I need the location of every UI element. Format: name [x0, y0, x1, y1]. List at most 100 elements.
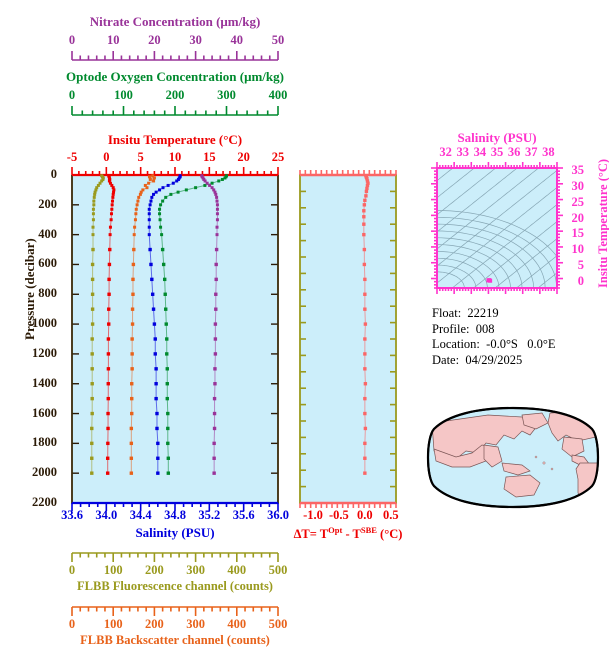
axis-tick-label: 15: [203, 150, 216, 164]
backscatter-axis-group: 0 100 200 300 400 500 FLBB Backscatter channe…: [0, 606, 609, 652]
pressure-tick-label: 400: [38, 226, 57, 241]
ts-temperature-tick-label: 30: [571, 178, 585, 193]
globe-outline: [426, 406, 600, 509]
pressure-tick-label: 600: [38, 256, 57, 271]
metadata-block: Float: 22219 Profile: 008 Location: -0.0…: [432, 306, 556, 368]
pressure-tick-label: 1400: [32, 375, 57, 390]
axis-tick-label: 33.6: [61, 508, 83, 522]
axis-tick-label: 200: [145, 617, 164, 631]
location-line: Location: -0.0°S 0.0°E: [432, 337, 556, 351]
date-line: Date: 04/29/2025: [432, 352, 523, 367]
nitrate-tick-labels: 0 10 20 30 40 50: [0, 33, 609, 48]
axis-tick-label: 40: [230, 33, 244, 47]
axis-tick-label: -5: [66, 150, 78, 164]
temperature-axis-group: Insitu Temperature (°C) -5 0 5 10 15 20 25: [0, 132, 609, 176]
delta-t-tick-labels: -1.0 -0.5 0.0 0.5: [0, 508, 609, 524]
axis-tick-label: 400: [268, 88, 288, 102]
nitrate-axis-label: Nitrate Concentration (μm/kg): [89, 14, 261, 29]
pressure-tick-label: 1800: [32, 435, 57, 450]
axis-tick-label: 500: [268, 617, 288, 631]
axis-tick-label: 400: [227, 617, 247, 631]
ts-salinity-tick-label: 33: [456, 145, 469, 159]
axis-tick-label: 200: [165, 88, 185, 102]
ts-salinity-tick-label: 38: [542, 145, 555, 159]
pressure-tick-label: 2200: [32, 495, 57, 509]
axis-tick-label: 34.8: [164, 508, 186, 522]
axis-tick-label: 34.0: [95, 508, 118, 522]
pressure-tick-labels: 0 200 400 600 800 1000 1200 1400 1600 1800 2000 220…: [0, 0, 70, 663]
axis-tick-label: 200: [145, 563, 164, 577]
axis-tick-label: 0: [68, 33, 76, 47]
backscatter-axis-ruler: [71, 606, 279, 616]
axis-tick-label: 300: [186, 617, 205, 631]
axis-tick-label: 30: [189, 33, 202, 47]
axis-tick-label: 0: [68, 563, 76, 577]
ts-salinity-tick-label: 36: [507, 145, 521, 159]
axis-tick-label: 10: [168, 150, 182, 164]
axis-tick-label: 500: [268, 563, 288, 577]
axis-tick-label: 25: [271, 150, 285, 164]
salinity-tick-labels: 33.6 34.0 34.4 34.8 35.2 35.6 36.0: [0, 508, 609, 524]
ts-salinity-tick-label: 37: [525, 145, 538, 159]
delta-t-label-pre: ΔT= T: [293, 527, 329, 542]
delta-t-tick-label: -1.0: [303, 508, 323, 522]
pressure-tick-label: 1000: [32, 316, 57, 331]
ts-temperature-axis-label: Insitu Temperature (°C): [596, 158, 609, 288]
axis-tick-label: 0: [103, 150, 110, 164]
world-map[interactable]: [426, 405, 601, 510]
delta-t-label-post: (°C): [376, 527, 403, 542]
ts-temperature-tick-label: 0: [577, 273, 584, 288]
ts-temperature-tick-label: 15: [571, 226, 585, 241]
pressure-tick-label: 1200: [32, 345, 57, 360]
axis-tick-label: 300: [186, 563, 205, 577]
profile-line: Profile: 008: [432, 321, 495, 336]
delta-t-tick-label: 0.5: [382, 508, 399, 522]
axis-tick-label: 100: [103, 617, 123, 631]
oxygen-axis-label: Optode Oxygen Concentration (μm/kg): [66, 69, 284, 84]
ts-salinity-tick-label: 34: [473, 145, 487, 159]
ts-temperature-tick-label: 5: [577, 257, 584, 272]
ts-salinity-axis-label: Salinity (PSU): [457, 130, 537, 145]
oxygen-tick-labels: 0 100 200 300 400: [0, 88, 609, 103]
delta-t-tick-label: -0.5: [329, 508, 349, 522]
fluorescence-axis-ruler: [71, 552, 279, 562]
ts-temperature-tick-label: 35: [571, 163, 585, 178]
backscatter-axis-label: FLBB Backscatter channel (counts): [80, 633, 270, 647]
axis-tick-label: 300: [217, 88, 236, 102]
axis-tick-label: 50: [271, 33, 285, 47]
delta-t-label-mid: - T: [342, 527, 361, 542]
axis-tick-label: 0: [68, 617, 76, 631]
axis-tick-label: 5: [137, 150, 144, 164]
delta-t-label-sup-sbe: SBE: [360, 525, 377, 535]
temperature-axis-label: Insitu Temperature (°C): [107, 132, 243, 147]
delta-t-axis-label: ΔT= TOpt - TSBE (°C): [294, 525, 403, 542]
fluorescence-axis-group: 0 100 200 300 400 500 FLBB Fluorescence chann…: [0, 552, 609, 598]
delta-t-tick-label: 0.0: [357, 508, 373, 522]
axis-tick-label: 0: [68, 88, 76, 102]
oxygen-axis-ruler: [71, 106, 279, 116]
axis-tick-label: 34.4: [129, 508, 152, 522]
pressure-tick-label: 800: [38, 286, 57, 301]
axis-tick-label: 10: [106, 33, 120, 47]
oxygen-axis-group: Optode Oxygen Concentration (μm/kg) 0 100…: [0, 69, 609, 117]
ts-salinity-tick-label: 32: [439, 145, 452, 159]
pressure-tick-label: 200: [38, 196, 57, 211]
ts-salinity-tick-label: 35: [490, 145, 504, 159]
pressure-tick-label: 0: [50, 167, 57, 181]
temperature-tick-labels: -5 0 5 10 15 20 25: [0, 150, 609, 165]
axis-tick-label: 20: [148, 33, 161, 47]
ts-temperature-tick-label: 20: [571, 210, 585, 225]
salinity-axis-label: Salinity (PSU): [135, 525, 215, 540]
pressure-tick-label: 1600: [32, 405, 57, 420]
axis-tick-label: 35.2: [198, 508, 221, 522]
axis-tick-label: 100: [103, 563, 123, 577]
backscatter-tick-labels: 0 100 200 300 400 500: [0, 617, 609, 632]
axis-tick-label: 36.0: [267, 508, 289, 522]
axis-tick-label: 20: [237, 150, 250, 164]
pressure-tick-label: 2000: [32, 465, 57, 480]
delta-t-label-sup-opt: Opt: [328, 525, 343, 535]
float-line: Float: 22219: [432, 306, 499, 320]
ts-temperature-tick-label: 25: [571, 194, 585, 209]
fluorescence-axis-label: FLBB Fluorescence channel (counts): [77, 579, 273, 593]
